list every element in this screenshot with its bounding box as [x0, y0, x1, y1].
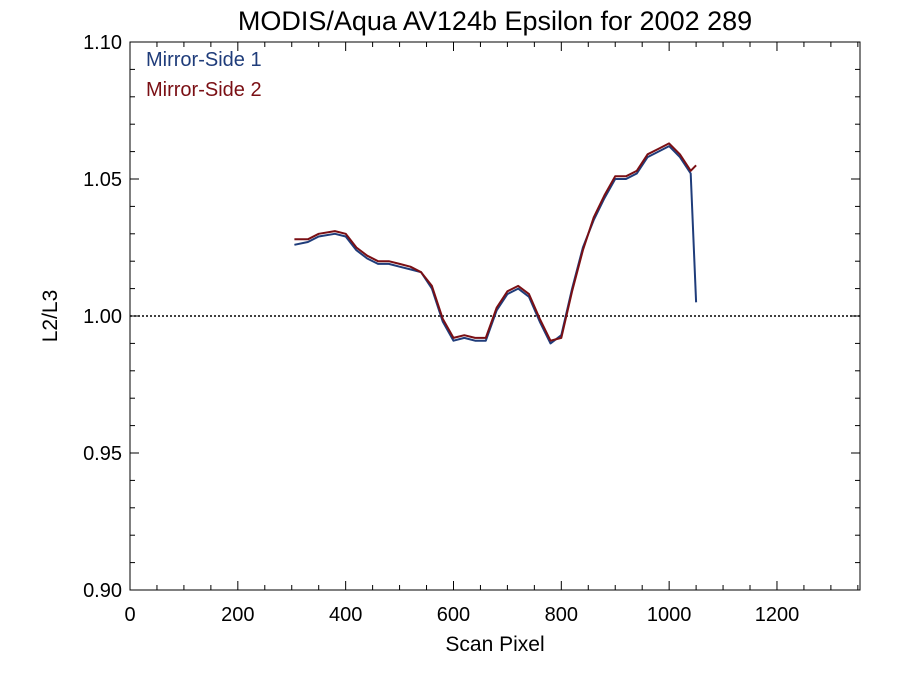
x-tick-label: 800 [545, 604, 578, 626]
legend-mirror-side-2: Mirror-Side 2 [146, 79, 262, 101]
series-line-mirror-side-2 [294, 142, 697, 342]
y-tick-label: 1.10 [83, 32, 122, 54]
y-tick-label: 1.05 [83, 169, 122, 191]
x-tick-label: 200 [221, 604, 254, 626]
y-tick-label: 1.00 [83, 306, 122, 328]
series-line-mirror-side-1 [294, 145, 698, 345]
x-tick-label: 1200 [755, 604, 800, 626]
legend-mirror-side-1: Mirror-Side 1 [146, 49, 262, 71]
x-tick-label: 600 [437, 604, 470, 626]
y-tick-label: 0.90 [83, 580, 122, 602]
x-tick-label: 1000 [647, 604, 692, 626]
chart-title: MODIS/Aqua AV124b Epsilon for 2002 289 [238, 6, 752, 36]
y-axis-label: L2/L3 [39, 290, 62, 343]
x-tick-label: 0 [124, 604, 135, 626]
y-tick-label: 0.95 [83, 443, 122, 465]
x-axis-label: Scan Pixel [445, 633, 544, 656]
x-tick-label: 400 [329, 604, 362, 626]
